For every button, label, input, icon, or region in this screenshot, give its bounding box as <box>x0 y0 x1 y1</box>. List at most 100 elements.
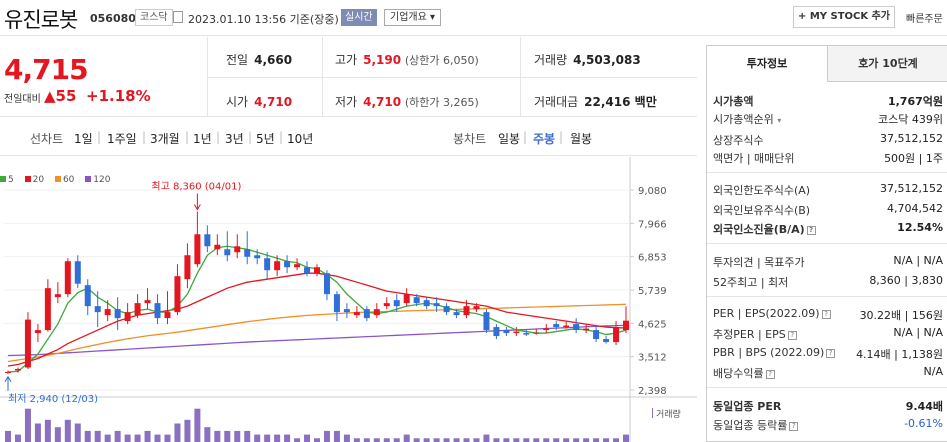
period-1y[interactable]: 1년 <box>193 132 212 146</box>
candle-body <box>573 324 580 331</box>
add-mystock-button[interactable]: + MY STOCK 추가 <box>793 6 895 28</box>
cap-rank-label-text: 시가총액순위 <box>713 113 774 126</box>
volume-bar <box>343 434 350 442</box>
candle-weekly[interactable]: 주봉 <box>533 132 556 146</box>
candle-body <box>623 320 629 331</box>
candle-body <box>463 306 470 316</box>
y-tick-label: 7,966 <box>638 219 667 230</box>
period-1d[interactable]: 1일 <box>74 132 93 146</box>
lower-limit: (하한가 3,265) <box>404 96 479 109</box>
candle-body <box>124 312 131 322</box>
candle-body <box>234 246 241 253</box>
volume-bar <box>114 430 121 442</box>
candle-body <box>284 261 291 268</box>
max-annotation: 최고 8,360 (04/01) <box>151 181 241 193</box>
candle-body <box>134 303 141 316</box>
help-icon[interactable]: ? <box>787 331 797 340</box>
pbr-label-text: PBR | BPS (2022.09) <box>713 346 825 359</box>
help-icon[interactable]: ? <box>789 422 799 431</box>
volume-bar <box>363 438 370 442</box>
quick-order-link[interactable]: 빠른주문 <box>906 14 943 25</box>
max-arrow-head <box>193 204 201 211</box>
y-tick-label: 2,398 <box>638 386 667 397</box>
period-3m[interactable]: 3개월 <box>150 132 180 146</box>
stock-header: 유진로봇 056080 코스닥 2023.01.10 13:56 기준(장중) … <box>0 0 947 36</box>
price-diff: ▲55 <box>44 87 77 105</box>
trade-amount: 거래대금 22,416 백만 <box>534 93 657 110</box>
low-value: 4,710 <box>363 95 402 109</box>
volume-bar <box>164 434 171 442</box>
volume-bar <box>463 438 470 442</box>
help-icon[interactable]: ? <box>826 349 836 358</box>
period-5y[interactable]: 5년 <box>256 132 275 146</box>
separator: | <box>279 130 284 144</box>
open-price: 시가 4,710 <box>226 93 292 110</box>
foreign-rate-value: 12.54% <box>897 221 943 234</box>
volume-bar <box>204 427 211 442</box>
candle-body <box>194 234 201 265</box>
volume-bar <box>493 438 500 442</box>
candle-body <box>453 312 460 316</box>
separator: | <box>97 130 102 144</box>
volume-bar <box>304 434 311 442</box>
y-tick-label: 3,512 <box>638 353 667 364</box>
period-3y[interactable]: 3년 <box>225 132 244 146</box>
prev-close-value: 4,660 <box>254 53 293 67</box>
candle-body <box>5 371 11 373</box>
help-icon[interactable]: ? <box>806 226 816 235</box>
period-10y[interactable]: 10년 <box>287 132 314 146</box>
volume-bar <box>323 430 330 442</box>
live-badge[interactable]: 실시간 <box>341 9 377 26</box>
chevron-down-icon[interactable]: ▾ <box>777 116 782 125</box>
candle-body <box>94 306 101 313</box>
legend-swatch <box>85 176 92 182</box>
ma120-line <box>7 324 627 357</box>
y-tick-label: 6,853 <box>638 253 667 264</box>
period-1w[interactable]: 1주일 <box>107 132 137 146</box>
volume-bar <box>54 427 61 442</box>
tab-order-book[interactable]: 호가 10단계 <box>828 46 947 82</box>
sector-rate-row: 동일업종 등락률? -0.61% <box>713 417 943 433</box>
current-price: 4,715 <box>4 53 89 86</box>
candle-body <box>294 264 301 268</box>
candle-monthly[interactable]: 월봉 <box>570 132 593 146</box>
volume-bar <box>443 438 450 442</box>
company-overview-button[interactable]: 기업개요 ▾ <box>384 9 441 26</box>
candle-body <box>264 258 271 271</box>
separator: | <box>559 130 564 144</box>
volume-bar <box>523 438 530 442</box>
y-tick-label: 5,739 <box>638 286 667 297</box>
tab-investment-info[interactable]: 투자정보 <box>707 46 828 82</box>
est-per-row: 추정PER | EPS? N/A | N/A <box>713 326 943 342</box>
volume-bar <box>244 430 251 442</box>
legend-ma60-label: 60 <box>62 175 75 185</box>
candle-body <box>493 327 500 337</box>
help-icon[interactable]: ? <box>765 370 775 379</box>
amount-value: 22,416 백만 <box>584 95 657 109</box>
stock-name: 유진로봇 <box>4 8 78 32</box>
sector-rate-label-text: 동일업종 등락률 <box>713 419 788 432</box>
min-annotation: 최저 2,940 (12/03) <box>8 393 98 405</box>
help-icon[interactable]: ? <box>821 310 831 319</box>
amount-label: 거래대금 <box>534 95 579 109</box>
candle-body <box>533 332 540 334</box>
legend-ma120: 120 <box>85 175 110 185</box>
legend-ma5: 5 <box>0 175 14 185</box>
candle-daily[interactable]: 일봉 <box>498 132 521 146</box>
week52-row: 52주최고 | 최저 8,360 | 3,830 <box>713 274 943 290</box>
market-cap-row: 시가총액 1,767억원 <box>713 93 943 109</box>
diff-label: 전일대비 <box>4 94 41 105</box>
cap-rank-label: 시가총액순위 ▾ <box>713 111 781 127</box>
legend-ma20-label: 20 <box>32 175 45 185</box>
candle-body <box>204 234 211 247</box>
volume-value: 4,503,083 <box>573 53 641 67</box>
volume-bar <box>613 438 620 442</box>
price-rate: +1.18% <box>86 87 151 105</box>
legend-ma120-label: 120 <box>93 175 111 185</box>
sector-per-row: 동일업종 PER 9.44배 <box>713 398 943 414</box>
volume-bar <box>104 434 111 442</box>
per-row: PER | EPS(2022.09)? 30.22배 | 156원 <box>713 307 943 323</box>
volume-bar <box>383 438 390 442</box>
candle-body <box>433 303 440 307</box>
high-label: 고가 <box>335 53 358 67</box>
